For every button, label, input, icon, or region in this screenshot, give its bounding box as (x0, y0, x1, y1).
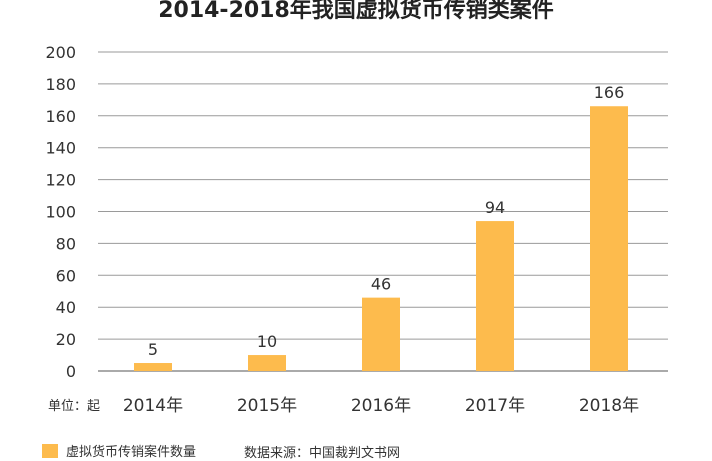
bar (134, 363, 172, 371)
legend-label: 虚拟货币传销案件数量 (66, 445, 197, 460)
y-axis-ticks: 0 20 40 60 80 100 120 140 160 180 200 (45, 43, 76, 381)
legend-swatch (42, 443, 58, 458)
x-category-label: 2014年 (123, 396, 183, 416)
y-tick-label: 140 (45, 139, 76, 158)
data-label: 10 (257, 332, 277, 351)
bar (590, 106, 628, 371)
y-tick-label: 200 (45, 43, 76, 62)
data-label: 46 (371, 275, 391, 294)
bar (476, 221, 514, 371)
unit-label: 单位：起 (48, 399, 101, 414)
data-label: 166 (594, 83, 625, 102)
y-tick-label: 80 (56, 234, 76, 253)
data-label: 94 (485, 198, 505, 217)
bar (362, 297, 400, 371)
data-labels: 5 10 46 94 166 (148, 83, 624, 359)
y-tick-label: 20 (56, 330, 76, 349)
x-category-label: 2015年 (237, 396, 297, 416)
bar (248, 355, 286, 371)
y-tick-label: 40 (56, 298, 76, 317)
chart-title: 2014-2018年我国虚拟货币传销类案件 (158, 0, 554, 23)
data-label: 5 (148, 340, 158, 359)
source-text: 数据来源：中国裁判文书网 (244, 446, 401, 461)
y-tick-label: 180 (45, 75, 76, 94)
y-tick-label: 100 (45, 203, 76, 222)
y-tick-label: 0 (66, 362, 76, 381)
y-tick-label: 160 (45, 107, 76, 126)
x-category-label: 2018年 (579, 396, 639, 416)
bars (134, 106, 628, 371)
legend: 虚拟货币传销案件数量 (42, 441, 196, 460)
y-tick-label: 120 (45, 171, 76, 190)
y-tick-label: 60 (56, 266, 76, 285)
x-axis-labels: 2014年 2015年 2016年 2017年 2018年 (123, 396, 639, 416)
x-category-label: 2016年 (351, 396, 411, 416)
x-category-label: 2017年 (465, 396, 525, 416)
